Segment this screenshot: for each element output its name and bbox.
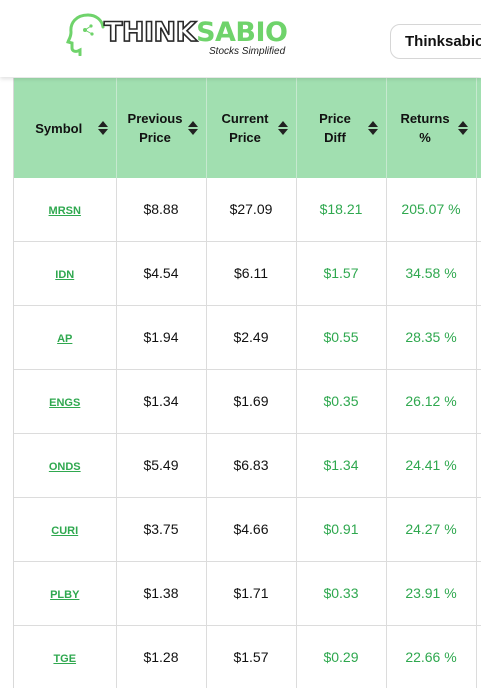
table-row: ONDS $5.49 $6.83 $1.34 24.41 % [14, 433, 481, 498]
returns-cell: 205.07 % [386, 178, 477, 242]
column-label: Diff [324, 130, 346, 145]
returns-table: Symbol Previous Price Current Price [14, 78, 481, 688]
sort-icon[interactable] [457, 120, 468, 136]
sort-icon[interactable] [277, 120, 288, 136]
current-price-cell: $2.49 [206, 305, 297, 370]
column-header-returns[interactable]: Returns% [386, 78, 477, 178]
symbol-link[interactable]: CURI [51, 525, 79, 537]
column-label: Symbol [35, 120, 83, 136]
sort-icon[interactable] [187, 120, 198, 136]
column-header-current-price[interactable]: Current Price [206, 78, 297, 178]
symbol-cell: IDN [14, 241, 117, 306]
returns-cell: 28.35 % [386, 305, 477, 370]
current-price-cell: $1.71 [206, 561, 297, 626]
table-row: MRSN $8.88 $27.09 $18.21 205.07 % [14, 178, 481, 242]
symbol-link[interactable]: MRSN [48, 205, 81, 218]
overflow-cell [476, 241, 481, 306]
table-row: TGE $1.28 $1.57 $0.29 22.66 % [14, 625, 481, 688]
brand-button[interactable]: Thinksabio [390, 24, 481, 59]
current-price-cell: $4.66 [206, 497, 297, 562]
price-diff-cell: $18.21 [296, 178, 387, 242]
logo-think-text: THINK [103, 17, 197, 49]
symbol-link[interactable]: ENGS [49, 397, 81, 409]
symbol-link[interactable]: ONDS [48, 461, 81, 473]
overflow-cell [476, 178, 481, 242]
column-label: Previous [127, 111, 183, 126]
symbol-cell: CURI [14, 497, 117, 562]
thinksabio-logo[interactable]: THINKSABIO Stocks Simplified [66, 12, 296, 60]
current-price-cell: $6.11 [206, 241, 297, 306]
price-diff-cell: $0.91 [296, 497, 387, 562]
overflow-cell [476, 497, 481, 562]
overflow-cell [476, 433, 481, 498]
column-header-previous-price[interactable]: Previous Price [116, 78, 207, 178]
column-label: % [419, 130, 431, 145]
top-header: THINKSABIO Stocks Simplified Thinksabio [0, 0, 481, 77]
symbol-cell: PLBY [14, 561, 117, 626]
current-price-cell: $1.69 [206, 369, 297, 434]
column-header-symbol[interactable]: Symbol [14, 78, 117, 178]
symbol-cell: ENGS [14, 369, 117, 434]
returns-cell: 24.41 % [386, 433, 477, 498]
price-diff-cell: $0.33 [296, 561, 387, 626]
symbol-link[interactable]: AP [57, 333, 73, 345]
symbol-link[interactable]: IDN [55, 269, 75, 281]
previous-price-cell: $1.38 [116, 561, 207, 626]
symbol-cell: ONDS [14, 433, 117, 498]
logo-tagline: Stocks Simplified [209, 46, 286, 57]
returns-cell: 23.91 % [386, 561, 477, 626]
returns-table-container[interactable]: Symbol Previous Price Current Price [13, 78, 481, 688]
symbol-link[interactable]: TGE [53, 653, 77, 665]
previous-price-cell: $3.75 [116, 497, 207, 562]
table-row: ENGS $1.34 $1.69 $0.35 26.12 % [14, 369, 481, 434]
price-diff-cell: $0.35 [296, 369, 387, 434]
previous-price-cell: $4.54 [116, 241, 207, 306]
symbol-cell: MRSN [14, 178, 117, 242]
table-row: AP $1.94 $2.49 $0.55 28.35 % [14, 305, 481, 370]
returns-cell: 24.27 % [386, 497, 477, 562]
logo-wordmark: THINKSABIO [103, 17, 288, 49]
overflow-cell [476, 369, 481, 434]
column-label: Price [139, 130, 171, 145]
current-price-cell: $27.09 [206, 178, 297, 242]
column-label: Price [229, 130, 261, 145]
overflow-cell [476, 561, 481, 626]
returns-cell: 22.66 % [386, 625, 477, 688]
price-diff-cell: $0.29 [296, 625, 387, 688]
current-price-cell: $1.57 [206, 625, 297, 688]
column-header-price-diff[interactable]: Price Diff [296, 78, 387, 178]
sort-icon[interactable] [97, 120, 108, 136]
table-row: PLBY $1.38 $1.71 $0.33 23.91 % [14, 561, 481, 626]
current-price-cell: $6.83 [206, 433, 297, 498]
price-diff-cell: $1.57 [296, 241, 387, 306]
returns-cell: 26.12 % [386, 369, 477, 434]
price-diff-cell: $0.55 [296, 305, 387, 370]
price-diff-cell: $1.34 [296, 433, 387, 498]
head-profile-icon [66, 13, 105, 56]
symbol-cell: TGE [14, 625, 117, 688]
column-label: Current [221, 111, 269, 126]
overflow-cell [476, 305, 481, 370]
returns-cell: 34.58 % [386, 241, 477, 306]
table-row: IDN $4.54 $6.11 $1.57 34.58 % [14, 241, 481, 306]
previous-price-cell: $1.94 [116, 305, 207, 370]
column-label: Returns [400, 111, 450, 126]
overflow-cell [476, 625, 481, 688]
table-header-row: Symbol Previous Price Current Price [14, 78, 481, 178]
column-header-overflow [476, 78, 481, 178]
logo-sabio-text: SABIO [196, 17, 288, 48]
previous-price-cell: $8.88 [116, 178, 207, 242]
sort-icon[interactable] [367, 120, 378, 136]
previous-price-cell: $5.49 [116, 433, 207, 498]
table-row: CURI $3.75 $4.66 $0.91 24.27 % [14, 497, 481, 562]
previous-price-cell: $1.34 [116, 369, 207, 434]
column-label: Price [319, 111, 351, 126]
symbol-cell: AP [14, 305, 117, 370]
previous-price-cell: $1.28 [116, 625, 207, 688]
symbol-link[interactable]: PLBY [50, 589, 80, 601]
